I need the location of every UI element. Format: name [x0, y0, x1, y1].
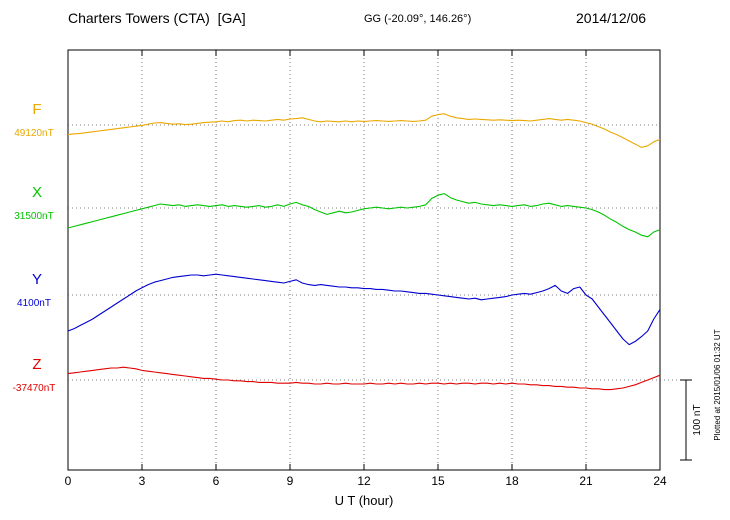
x-axis-label: U T (hour)	[334, 493, 394, 508]
component-baseline-value-Z: -37470nT	[12, 383, 56, 394]
component-label-F: F	[32, 101, 42, 118]
station-coordinates: GG (-20.09°, 146.26°)	[364, 13, 472, 25]
page-title: Charters Towers (CTA) [GA]	[68, 10, 246, 26]
component-label-Y: Y	[31, 271, 42, 288]
component-label-X: X	[31, 184, 42, 201]
x-tick-label: 9	[286, 474, 294, 488]
trace-Y	[67, 273, 661, 346]
trace-Z	[67, 366, 661, 391]
observation-date: 2014/12/06	[576, 10, 647, 26]
plotted-at-note: Plotted at 2015/01/06 01:32 UT	[713, 329, 722, 441]
component-label-Z: Z	[32, 356, 42, 373]
x-tick-label: 6	[212, 474, 220, 488]
x-tick-label: 0	[64, 474, 72, 488]
x-tick-label: 3	[138, 474, 146, 488]
x-tick-label: 18	[505, 474, 519, 488]
x-tick-label: 15	[431, 474, 445, 488]
x-tick-label: 21	[579, 474, 593, 488]
scale-bar-label: 100 nT	[692, 404, 703, 436]
x-tick-label: 12	[357, 474, 371, 488]
component-baseline-value-F: 49120nT	[14, 128, 54, 139]
x-tick-label: 24	[653, 474, 667, 488]
trace-X	[67, 193, 661, 238]
trace-F	[67, 113, 661, 148]
component-baseline-value-Y: 4100nT	[17, 298, 51, 309]
component-baseline-value-X: 31500nT	[14, 211, 54, 222]
